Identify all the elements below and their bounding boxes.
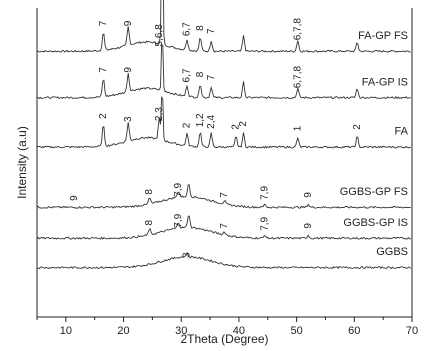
peak-label: 7 [219,192,230,198]
peak-label: 7 [98,67,109,73]
x-tick-label: 10 [60,325,72,337]
peak-label: 7,9 [260,216,271,230]
axes-layer [36,8,413,318]
ticks-layer: 10 20 30 40 50 60 70 [36,317,418,337]
x-tick-label: 40 [233,325,245,337]
x-tick-label: 20 [117,325,129,337]
peak-label: 7,9 [260,186,271,200]
peak-label: 1,2 [195,113,206,127]
series-curve [36,0,411,53]
y-axis-title: Intensity (a.u) [15,126,29,199]
peak-label: 6,7,8 [292,66,303,89]
series-name-label: GGBS-GP IS [343,217,408,229]
series-curve [36,43,411,100]
peak-label: 7 [98,20,109,26]
peak-label: 2 [352,124,363,130]
series-name-label: GGBS-GP FS [340,186,408,198]
peak-labels-layer: 7 95,6,8 6,7 87 6,7,87 9 6,7 87 6,7,823 2,32 1,2 2,… [69,18,363,258]
axis-frame [36,8,413,318]
curves-layer [36,0,412,270]
x-tick-label: 60 [348,325,360,337]
peak-label: 1 [292,125,303,131]
peak-label: 6,7,8 [292,18,303,41]
series-name-label: GGBS [376,246,408,258]
peak-label: 7,9 [173,182,184,196]
peak-label: 8 [144,189,155,195]
peak-label: 7 [206,74,217,80]
peak-label: 2 [182,122,193,128]
peak-label: 7 [206,28,217,34]
peak-label: 2 [98,113,109,119]
peak-label: 6,7 [182,22,193,36]
peak-label: 9 [303,192,314,198]
peak-label: 5,6,8 [154,24,165,47]
curve-labels-layer: FA-GP FS FA-GP IS FA GGBS-GP FS GGBS-GP IS GG… [340,30,409,258]
peak-label: 3 [123,116,134,122]
peak-label: 2,3 [154,107,165,121]
series-curve [36,251,412,270]
peak-label: 3 [182,252,193,258]
series-curve [36,184,411,209]
peak-label: 8 [195,25,206,31]
peak-label: 8 [195,71,206,77]
x-tick-label: 30 [175,325,187,337]
peak-label: 9 [123,20,134,26]
series-curve [36,215,412,240]
peak-label: 2 [238,121,249,127]
peak-label: 9 [69,195,80,201]
peak-label: 8 [144,220,155,226]
peak-label: 2 [231,124,242,130]
x-tick-label: 50 [290,325,302,337]
peak-label: 2,4 [206,114,217,128]
peak-label: 9 [123,67,134,73]
series-curve [36,96,411,149]
series-name-label: FA-GP IS [362,76,408,88]
peak-label: 7 [219,223,230,229]
peak-label: 6,7 [182,68,193,82]
x-axis-title: 2Theta (Degree) [180,332,268,346]
peak-label: 9 [303,223,314,229]
series-name-label: FA [395,126,409,138]
x-tick-label: 70 [406,325,418,337]
series-name-label: FA-GP FS [358,30,408,42]
peak-label: 7,9 [173,213,184,227]
